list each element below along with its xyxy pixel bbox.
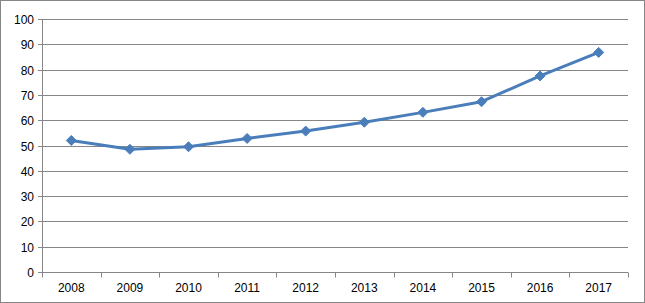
x-tick [569,273,570,278]
y-tick [38,221,42,222]
x-tick-label: 2012 [292,281,319,295]
grid-line [42,221,628,222]
grid-line [42,171,628,172]
data-marker [125,144,135,154]
data-marker [301,126,311,136]
y-tick-label: 80 [21,64,35,78]
chart-svg: 0 10 20 30 40 50 60 70 80 90 100 2008 2009 2010 2011 20… [0,0,645,303]
y-tick [38,44,42,45]
x-tick [276,273,277,278]
data-marker [477,97,487,107]
y-tick [38,171,42,172]
y-tick [38,120,42,121]
x-tick-label: 2014 [410,281,437,295]
y-tick-label: 60 [21,114,35,128]
x-tick [335,273,336,278]
y-tick [38,70,42,71]
y-tick-label: 50 [21,140,35,154]
y-tick-label: 10 [21,241,35,255]
data-marker [535,71,545,81]
y-tick-label: 100 [14,13,34,27]
x-tick [452,273,453,278]
x-tick-label: 2009 [117,281,144,295]
x-tick-label: 2010 [175,281,202,295]
data-marker [66,135,76,145]
y-tick-label: 20 [21,215,35,229]
data-marker [594,47,604,57]
grid-line [42,120,628,121]
data-line [71,52,598,149]
grid-line [42,247,628,248]
x-tick-label: 2015 [468,281,495,295]
data-marker [418,107,428,117]
data-marker [242,133,252,143]
x-tick-label: 2013 [351,281,378,295]
x-tick [628,273,629,278]
y-tick [38,19,42,20]
data-marker [184,142,194,152]
y-tick-label: 40 [21,165,35,179]
y-tick-label: 0 [27,266,34,280]
grid-line [42,196,628,197]
chart-frame [1,1,645,303]
grid-line [42,19,628,20]
y-tick [38,272,42,273]
x-tick-label: 2017 [585,281,612,295]
x-tick [42,273,43,278]
x-tick [101,273,102,278]
x-tick-label: 2016 [527,281,554,295]
y-tick-label: 70 [21,89,35,103]
grid-line [42,95,628,96]
y-axis [42,19,43,272]
y-tick [38,95,42,96]
grid-line [42,44,628,45]
x-tick [218,273,219,278]
x-tick [511,273,512,278]
data-marker [359,117,369,127]
plot-area [66,47,603,154]
chart-container: 0 10 20 30 40 50 60 70 80 90 100 2008 2009 2010 2011 20… [0,0,645,303]
y-tick [38,247,42,248]
x-tick-label: 2008 [58,281,85,295]
y-tick-label: 90 [21,38,35,52]
y-tick-label: 30 [21,190,35,204]
x-tick [159,273,160,278]
y-tick [38,146,42,147]
y-tick [38,196,42,197]
x-tick-label: 2011 [234,281,260,295]
x-tick [394,273,395,278]
